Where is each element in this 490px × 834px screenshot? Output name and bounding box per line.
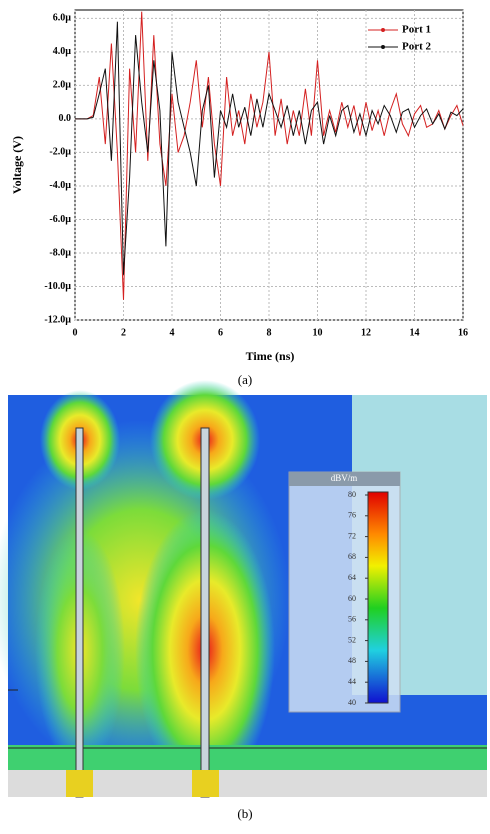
- series-line: [75, 11, 464, 300]
- x-tick-label: 6: [218, 327, 223, 338]
- colorbar-tick-label: 64: [348, 573, 356, 582]
- y-tick-label: 2.0µ: [53, 80, 72, 91]
- y-tick-label: -4.0µ: [49, 180, 71, 191]
- x-tick-label: 14: [410, 327, 420, 338]
- colorbar-tick-label: 72: [348, 531, 356, 540]
- caption: (b): [237, 806, 252, 821]
- y-tick-label: -12.0µ: [44, 314, 71, 325]
- legend-marker: [381, 28, 385, 32]
- legend-label: Port 2: [402, 41, 432, 53]
- series-line: [75, 21, 464, 275]
- x-tick-label: 0: [73, 327, 78, 338]
- colorbar-tick-label: 40: [348, 698, 356, 707]
- colorbar: [367, 491, 389, 704]
- colorbar-tick-label: 76: [348, 511, 356, 520]
- x-tick-label: 16: [458, 327, 468, 338]
- x-axis-title: Time (ns): [246, 349, 295, 363]
- x-tick-label: 12: [361, 327, 371, 338]
- x-tick-label: 2: [121, 327, 126, 338]
- colorbar-tick-label: 52: [348, 635, 356, 644]
- y-tick-label: 0.0: [59, 113, 72, 124]
- caption: (a): [238, 372, 252, 387]
- colorbar-title: dBV/m: [331, 473, 358, 483]
- colorbar-tick-label: 68: [348, 552, 356, 561]
- x-tick-label: 4: [170, 327, 175, 338]
- x-tick-label: 8: [267, 327, 272, 338]
- y-tick-label: -10.0µ: [44, 281, 71, 292]
- colorbar-tick-label: 56: [348, 615, 356, 624]
- y-tick-label: -2.0µ: [49, 147, 71, 158]
- y-tick-label: 4.0µ: [53, 46, 72, 57]
- x-tick-label: 10: [313, 327, 323, 338]
- colorbar-tick-label: 48: [348, 656, 356, 665]
- colorbar-tick-label: 80: [348, 490, 356, 499]
- colorbar-tick-label: 60: [348, 594, 356, 603]
- y-tick-label: 6.0µ: [53, 13, 72, 24]
- y-tick-label: -8.0µ: [49, 247, 71, 258]
- y-tick-label: -6.0µ: [49, 214, 71, 225]
- field-plot: dBV/m: [0, 380, 487, 798]
- colorbar-tick-label: 44: [348, 677, 356, 686]
- y-axis-title: Voltage (V): [10, 136, 24, 194]
- legend-label: Port 1: [402, 24, 431, 36]
- legend-marker: [381, 45, 385, 49]
